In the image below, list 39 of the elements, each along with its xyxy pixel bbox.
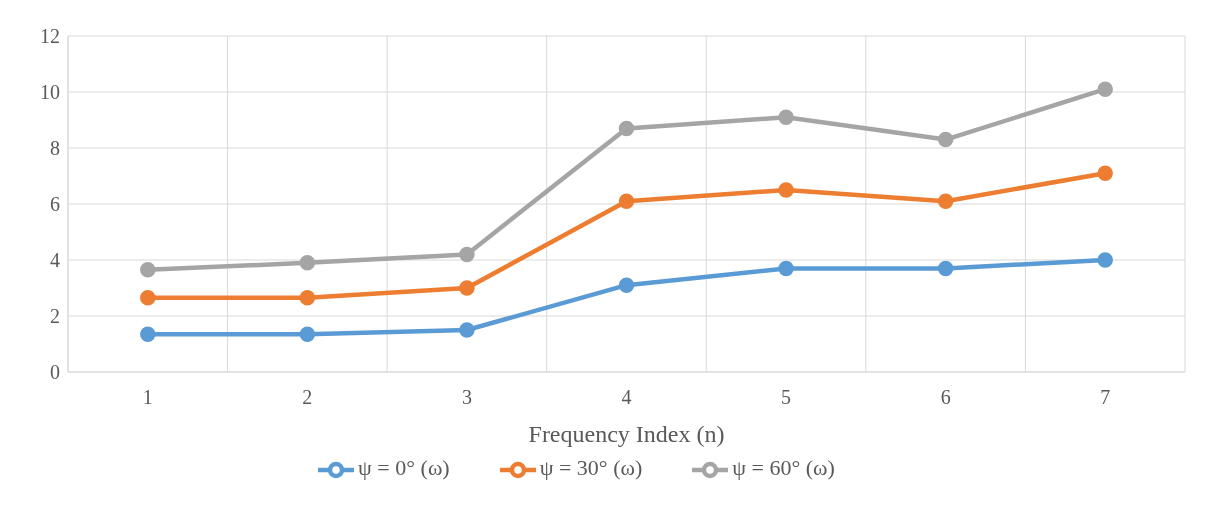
point — [618, 193, 635, 209]
point — [1097, 252, 1113, 268]
point — [459, 280, 475, 296]
x-tick-label: 3 — [461, 386, 472, 409]
point — [299, 290, 316, 306]
x-axis-title: Frequency Index (n) — [528, 421, 725, 447]
point — [459, 322, 475, 338]
legend-label: ψ = 60° (ω) — [732, 455, 835, 481]
x-tick-label: 1 — [142, 386, 153, 409]
x-tick-label: 4 — [621, 386, 632, 409]
point — [618, 120, 635, 137]
point — [778, 260, 794, 277]
point — [140, 262, 156, 278]
point — [1097, 81, 1113, 97]
point — [140, 290, 156, 306]
point — [299, 326, 316, 342]
point — [299, 255, 316, 271]
x-tick-label: 2 — [302, 386, 313, 409]
x-tick-label: 6 — [940, 386, 951, 409]
x-tick-label: 7 — [1100, 386, 1111, 409]
y-tick-label: 10 — [40, 81, 60, 104]
y-tick-label: 12 — [40, 25, 60, 48]
point — [459, 246, 475, 263]
y-tick-label: 4 — [50, 249, 60, 272]
legend-label: ψ = 30° (ω) — [539, 455, 643, 481]
point — [140, 326, 156, 342]
x-tick-label: 5 — [781, 386, 792, 409]
point — [1097, 165, 1113, 181]
point — [937, 131, 954, 148]
y-tick-label: 8 — [50, 137, 60, 160]
y-tick-label: 0 — [50, 361, 60, 384]
point — [778, 182, 794, 198]
legend-label: ψ = 0° (ω) — [358, 455, 450, 481]
point — [778, 109, 794, 125]
point — [618, 277, 635, 293]
point — [937, 193, 954, 209]
point — [937, 260, 954, 277]
y-tick-label: 2 — [50, 305, 60, 328]
y-tick-label: 6 — [50, 193, 60, 216]
